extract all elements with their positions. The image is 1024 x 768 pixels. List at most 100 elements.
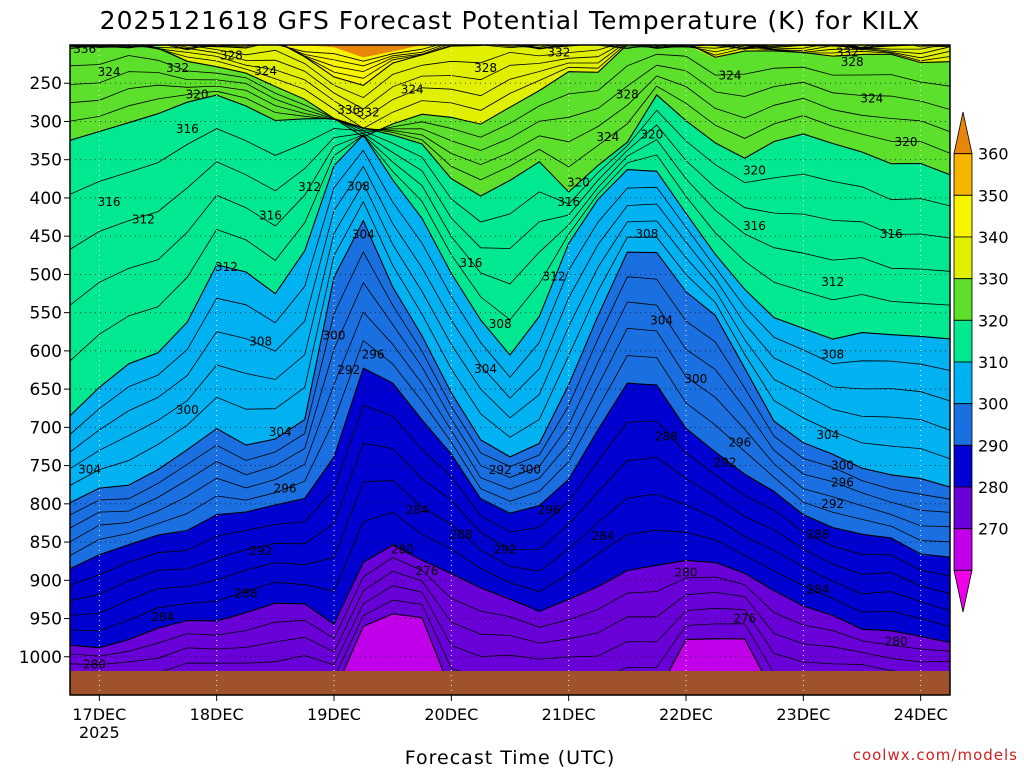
contour-line-286 xyxy=(70,442,950,602)
y-tick-label: 500 xyxy=(30,265,62,285)
contour-label: 328 xyxy=(220,49,243,63)
x-tick-label: 23DEC xyxy=(776,705,830,724)
y-tick-label: 750 xyxy=(30,457,62,477)
colorbar-swatch xyxy=(953,569,973,613)
contour-label: 284 xyxy=(591,529,614,543)
contour-label: 316 xyxy=(880,227,903,241)
x-tick-label: 21DEC xyxy=(542,705,596,724)
x-tick-label: 24DEC xyxy=(894,705,948,724)
contour-label: 308 xyxy=(347,179,370,193)
x-tick-year: 2025 xyxy=(79,723,120,742)
contour-label: 332 xyxy=(357,105,380,119)
contour-label: 320 xyxy=(895,135,918,149)
contour-label: 328 xyxy=(616,88,639,102)
chart-title: 2025121618 GFS Forecast Potential Temper… xyxy=(100,6,921,35)
contour-label: 320 xyxy=(567,176,590,190)
contour-label: 292 xyxy=(714,456,737,470)
contour-line-318 xyxy=(70,109,950,223)
contour-label: 308 xyxy=(635,227,658,241)
credit-text: coolwx.com/models xyxy=(853,746,1018,764)
colorbar-label: 290 xyxy=(978,436,1009,455)
colorbar-swatch xyxy=(953,361,973,405)
contour-label: 320 xyxy=(186,88,209,102)
contour-label: 276 xyxy=(733,612,756,626)
y-tick-label: 450 xyxy=(30,227,62,247)
x-tick-label: 17DEC xyxy=(72,705,126,724)
contour-label: 304 xyxy=(816,428,839,442)
y-axis: 250 300 350 400 450 500 550 600 650 700 750 800 850 9… xyxy=(19,74,70,668)
contour-label: 300 xyxy=(518,462,541,476)
contour-label: 312 xyxy=(821,275,844,289)
contour-label: 296 xyxy=(538,503,561,517)
colorbar-swatch xyxy=(953,403,973,446)
contour-line-342 xyxy=(82,45,890,79)
contour-label: 308 xyxy=(489,317,512,331)
contour-label: 316 xyxy=(98,195,121,209)
contour-label: 296 xyxy=(362,348,385,362)
colorbar-swatch xyxy=(953,111,973,155)
contour-line-302 xyxy=(70,200,950,486)
colorbar-swatch xyxy=(953,528,973,571)
y-tick-label: 550 xyxy=(30,304,62,324)
contour-label: 288 xyxy=(450,527,473,541)
colorbar-label: 310 xyxy=(978,353,1009,372)
contour-label: 312 xyxy=(132,212,155,226)
contour-label: 292 xyxy=(821,497,844,511)
contour-label: 304 xyxy=(269,425,292,439)
contour-label: 304 xyxy=(650,313,673,327)
x-tick-label: 20DEC xyxy=(424,705,478,724)
x-tick-label: 18DEC xyxy=(190,705,244,724)
y-tick-label: 900 xyxy=(30,571,62,591)
contour-label: 336 xyxy=(337,103,360,117)
contour-line-326 xyxy=(70,64,950,151)
y-tick-label: 350 xyxy=(30,151,62,171)
contour-label: 328 xyxy=(474,61,497,75)
contour-label: 284 xyxy=(406,503,429,517)
contour-label: 308 xyxy=(821,348,844,362)
x-axis-label: Forecast Time (UTC) xyxy=(405,747,615,768)
colorbar-label: 350 xyxy=(978,186,1009,205)
colorbar-swatch xyxy=(953,278,973,321)
grid-lines xyxy=(70,45,950,695)
contour-label: 332 xyxy=(166,61,189,75)
contour-label: 288 xyxy=(235,586,258,600)
contour-line-346 xyxy=(70,45,950,67)
contour-label: 324 xyxy=(254,64,277,78)
y-tick-label: 850 xyxy=(30,533,62,553)
contour-label: 328 xyxy=(841,55,864,69)
contour-label: 316 xyxy=(557,195,580,209)
x-tick-label: 22DEC xyxy=(659,705,713,724)
contour-label: 300 xyxy=(684,372,707,386)
contour-line-316 xyxy=(70,124,950,250)
x-tick-label: 19DEC xyxy=(307,705,361,724)
y-tick-label: 400 xyxy=(30,189,62,209)
contour-label: 320 xyxy=(640,127,663,141)
contour-label: 332 xyxy=(547,46,570,60)
contour-label: 292 xyxy=(249,544,272,558)
contour-line-290 xyxy=(70,367,950,570)
contour-label: 276 xyxy=(415,564,438,578)
contour-line-274 xyxy=(70,585,950,676)
contour-label: 316 xyxy=(743,219,766,233)
colorbar: 360 350 340 330 320 310 300 290 280 270 xyxy=(953,111,1009,613)
contour-label: 284 xyxy=(807,582,830,596)
contour-label: 316 xyxy=(259,209,282,223)
y-tick-label: 650 xyxy=(30,380,62,400)
contour-label: 300 xyxy=(323,329,346,343)
contour-line-338 xyxy=(99,45,945,99)
contour-label: 324 xyxy=(860,92,883,106)
contour-label: 304 xyxy=(78,462,101,476)
contour-line-324 xyxy=(70,75,950,166)
contour-label: 308 xyxy=(249,335,272,349)
colorbar-swatch xyxy=(953,236,973,280)
contour-line-344 xyxy=(70,45,950,73)
y-tick-label: 250 xyxy=(30,74,62,94)
terrain-surface xyxy=(70,671,950,695)
colorbar-swatch xyxy=(953,486,973,530)
contour-label: 324 xyxy=(596,130,619,144)
isentrope-lines xyxy=(70,45,950,695)
colorbar-label: 360 xyxy=(978,145,1009,164)
contour-label: 280 xyxy=(675,566,698,580)
contour-label: 288 xyxy=(655,430,678,444)
